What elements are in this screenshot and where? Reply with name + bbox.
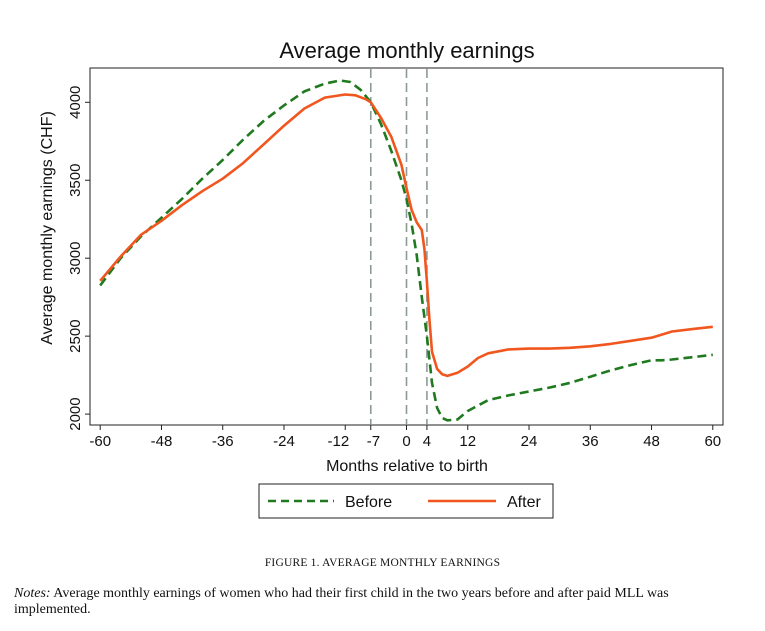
y-tick-label: 2500: [67, 319, 84, 352]
x-tick-label: -24: [273, 433, 295, 450]
x-axis-label: Months relative to birth: [326, 458, 488, 475]
legend-label-before: Before: [345, 494, 392, 511]
notes-label: Notes:: [14, 586, 51, 601]
y-axis-label: Average monthly earnings (CHF): [39, 111, 56, 345]
y-tick-label: 4000: [67, 86, 84, 119]
reference-lines: [369, 69, 428, 424]
y-axis: 2000 2500 3000 3500 4000: [67, 86, 90, 431]
legend-label-after: After: [507, 494, 541, 511]
x-tick-label: 12: [459, 433, 476, 450]
notes-text: Average monthly earnings of women who ha…: [14, 586, 669, 617]
data-series: [99, 79, 713, 422]
x-tick-label: 60: [704, 433, 721, 450]
x-tick-label: -36: [212, 433, 234, 450]
y-tick-label: 3500: [67, 164, 84, 197]
series-line-after: [99, 93, 713, 378]
earnings-chart: Average monthly earnings 2000 2500 3000 350…: [39, 38, 724, 519]
y-tick-label: 2000: [67, 397, 84, 430]
x-axis: -60 -48 -36 -24 -12 -7 0 4 12 24 36 48 60: [89, 425, 721, 450]
legend: Before After: [258, 483, 554, 519]
x-tick-label: -12: [328, 433, 350, 450]
x-tick-label: 36: [582, 433, 599, 450]
chart-title: Average monthly earnings: [279, 38, 534, 63]
x-tick-label: 0: [402, 433, 410, 450]
x-tick-label: 48: [643, 433, 660, 450]
x-tick-label: 4: [423, 433, 431, 450]
series-line-before: [99, 79, 713, 422]
y-tick-label: 3000: [67, 242, 84, 275]
x-tick-label: -60: [89, 433, 111, 450]
figure-notes: Notes: Average monthly earnings of women…: [14, 586, 744, 618]
x-tick-label: -7: [367, 433, 380, 450]
figure-caption: FIGURE 1. AVERAGE MONTHLY EARNINGS: [264, 557, 501, 569]
x-tick-label: -48: [151, 433, 173, 450]
x-tick-label: 24: [521, 433, 538, 450]
